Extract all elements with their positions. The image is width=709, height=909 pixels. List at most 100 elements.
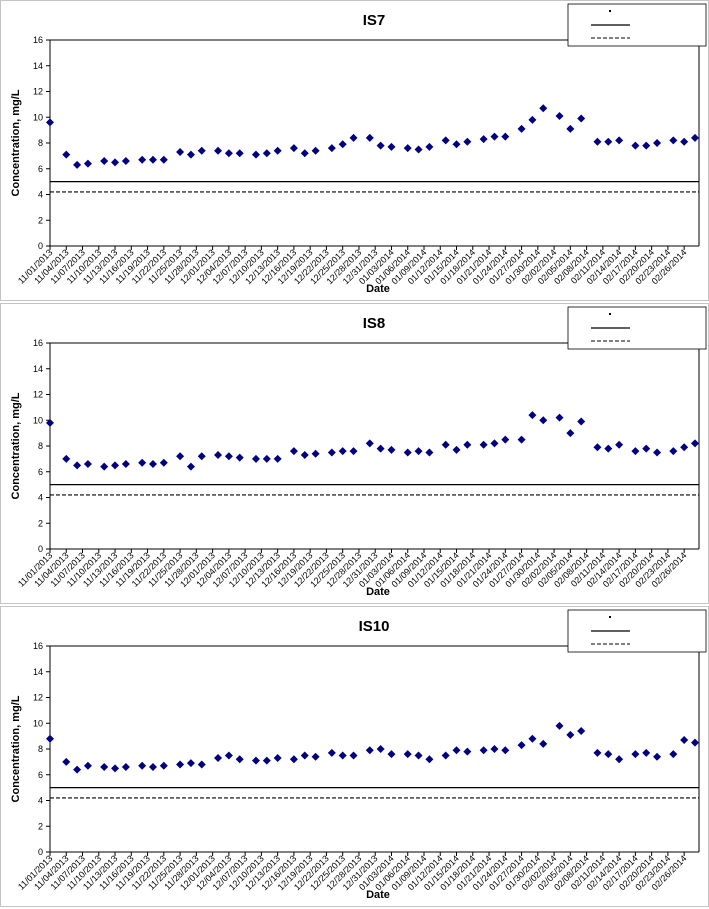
data-point bbox=[555, 721, 564, 730]
y-tick-label: 16 bbox=[33, 641, 43, 651]
data-point bbox=[197, 146, 206, 155]
data-point bbox=[83, 761, 92, 770]
data-point bbox=[501, 746, 510, 755]
data-point bbox=[631, 141, 640, 150]
data-point bbox=[186, 150, 195, 159]
data-point bbox=[73, 461, 82, 470]
y-tick-label: 10 bbox=[33, 112, 43, 122]
y-tick-label: 0 bbox=[38, 544, 43, 554]
data-point bbox=[338, 751, 347, 760]
y-tick-label: 14 bbox=[33, 364, 43, 374]
panel-border bbox=[0, 0, 709, 301]
data-point bbox=[224, 751, 233, 760]
data-point bbox=[300, 451, 309, 460]
data-point bbox=[159, 155, 168, 164]
data-point bbox=[387, 445, 396, 454]
data-point bbox=[501, 435, 510, 444]
data-point bbox=[414, 145, 423, 154]
y-tick-label: 14 bbox=[33, 61, 43, 71]
data-point bbox=[452, 746, 461, 755]
data-point bbox=[490, 132, 499, 141]
data-point bbox=[338, 447, 347, 456]
data-point bbox=[224, 452, 233, 461]
data-point bbox=[100, 157, 109, 166]
legend bbox=[567, 306, 707, 350]
data-point bbox=[100, 763, 109, 772]
data-point bbox=[577, 417, 586, 426]
chart-title: IS10 bbox=[359, 618, 390, 635]
data-point bbox=[121, 763, 130, 772]
data-point bbox=[273, 754, 282, 763]
data-point bbox=[555, 413, 564, 422]
data-point bbox=[528, 115, 537, 124]
data-point bbox=[73, 160, 82, 169]
data-point bbox=[262, 454, 271, 463]
data-point bbox=[376, 444, 385, 453]
data-point bbox=[214, 451, 223, 460]
data-point bbox=[593, 443, 602, 452]
data-point bbox=[669, 750, 678, 759]
legend-marker bbox=[609, 10, 611, 12]
chart-panel: IS7024681012141611/01/201311/04/201311/0… bbox=[0, 0, 709, 301]
data-point bbox=[479, 746, 488, 755]
data-point bbox=[176, 760, 185, 769]
y-axis-label: Concentration, mg/L bbox=[10, 695, 22, 802]
data-point bbox=[46, 118, 54, 127]
data-point bbox=[425, 755, 434, 764]
data-point bbox=[300, 149, 309, 158]
y-tick-label: 10 bbox=[33, 415, 43, 425]
data-point bbox=[403, 448, 412, 457]
data-point bbox=[273, 454, 282, 463]
data-point bbox=[479, 135, 488, 144]
data-point bbox=[138, 155, 147, 164]
data-point bbox=[148, 763, 157, 772]
data-point bbox=[338, 140, 347, 149]
data-point bbox=[425, 448, 434, 457]
data-point bbox=[100, 462, 109, 471]
data-point bbox=[604, 137, 613, 146]
data-point bbox=[111, 461, 120, 470]
y-tick-label: 0 bbox=[38, 241, 43, 251]
chart-title: IS8 bbox=[363, 315, 386, 332]
data-point bbox=[441, 136, 450, 145]
chart-title: IS7 bbox=[363, 12, 386, 29]
y-axis-label: Concentration, mg/L bbox=[10, 89, 22, 196]
x-axis-label: Date bbox=[366, 283, 390, 295]
data-point bbox=[327, 144, 336, 153]
data-point bbox=[539, 104, 548, 113]
data-point bbox=[517, 741, 526, 750]
data-point bbox=[83, 460, 92, 469]
data-point bbox=[642, 141, 651, 150]
data-point bbox=[539, 416, 548, 425]
data-point bbox=[566, 124, 575, 133]
data-point bbox=[251, 150, 260, 159]
data-point bbox=[653, 752, 662, 761]
y-tick-label: 12 bbox=[33, 87, 43, 97]
data-point bbox=[159, 458, 168, 467]
data-point bbox=[214, 146, 223, 155]
data-point bbox=[593, 748, 602, 757]
data-point bbox=[224, 149, 233, 158]
data-point bbox=[680, 443, 689, 452]
x-axis-label: Date bbox=[366, 586, 390, 598]
data-point bbox=[463, 137, 472, 146]
data-point bbox=[235, 453, 244, 462]
y-tick-label: 2 bbox=[38, 215, 43, 225]
y-tick-label: 0 bbox=[38, 847, 43, 857]
data-point bbox=[479, 440, 488, 449]
data-point bbox=[441, 440, 450, 449]
data-point bbox=[669, 136, 678, 145]
legend bbox=[567, 609, 707, 653]
y-tick-label: 14 bbox=[33, 667, 43, 677]
data-point bbox=[604, 444, 613, 453]
legend-marker bbox=[609, 616, 611, 618]
data-point bbox=[235, 755, 244, 764]
data-point bbox=[615, 440, 624, 449]
data-point bbox=[577, 114, 586, 123]
data-point bbox=[528, 411, 537, 420]
y-tick-label: 12 bbox=[33, 390, 43, 400]
data-point bbox=[349, 751, 358, 760]
y-tick-label: 8 bbox=[38, 744, 43, 754]
data-point bbox=[403, 750, 412, 759]
